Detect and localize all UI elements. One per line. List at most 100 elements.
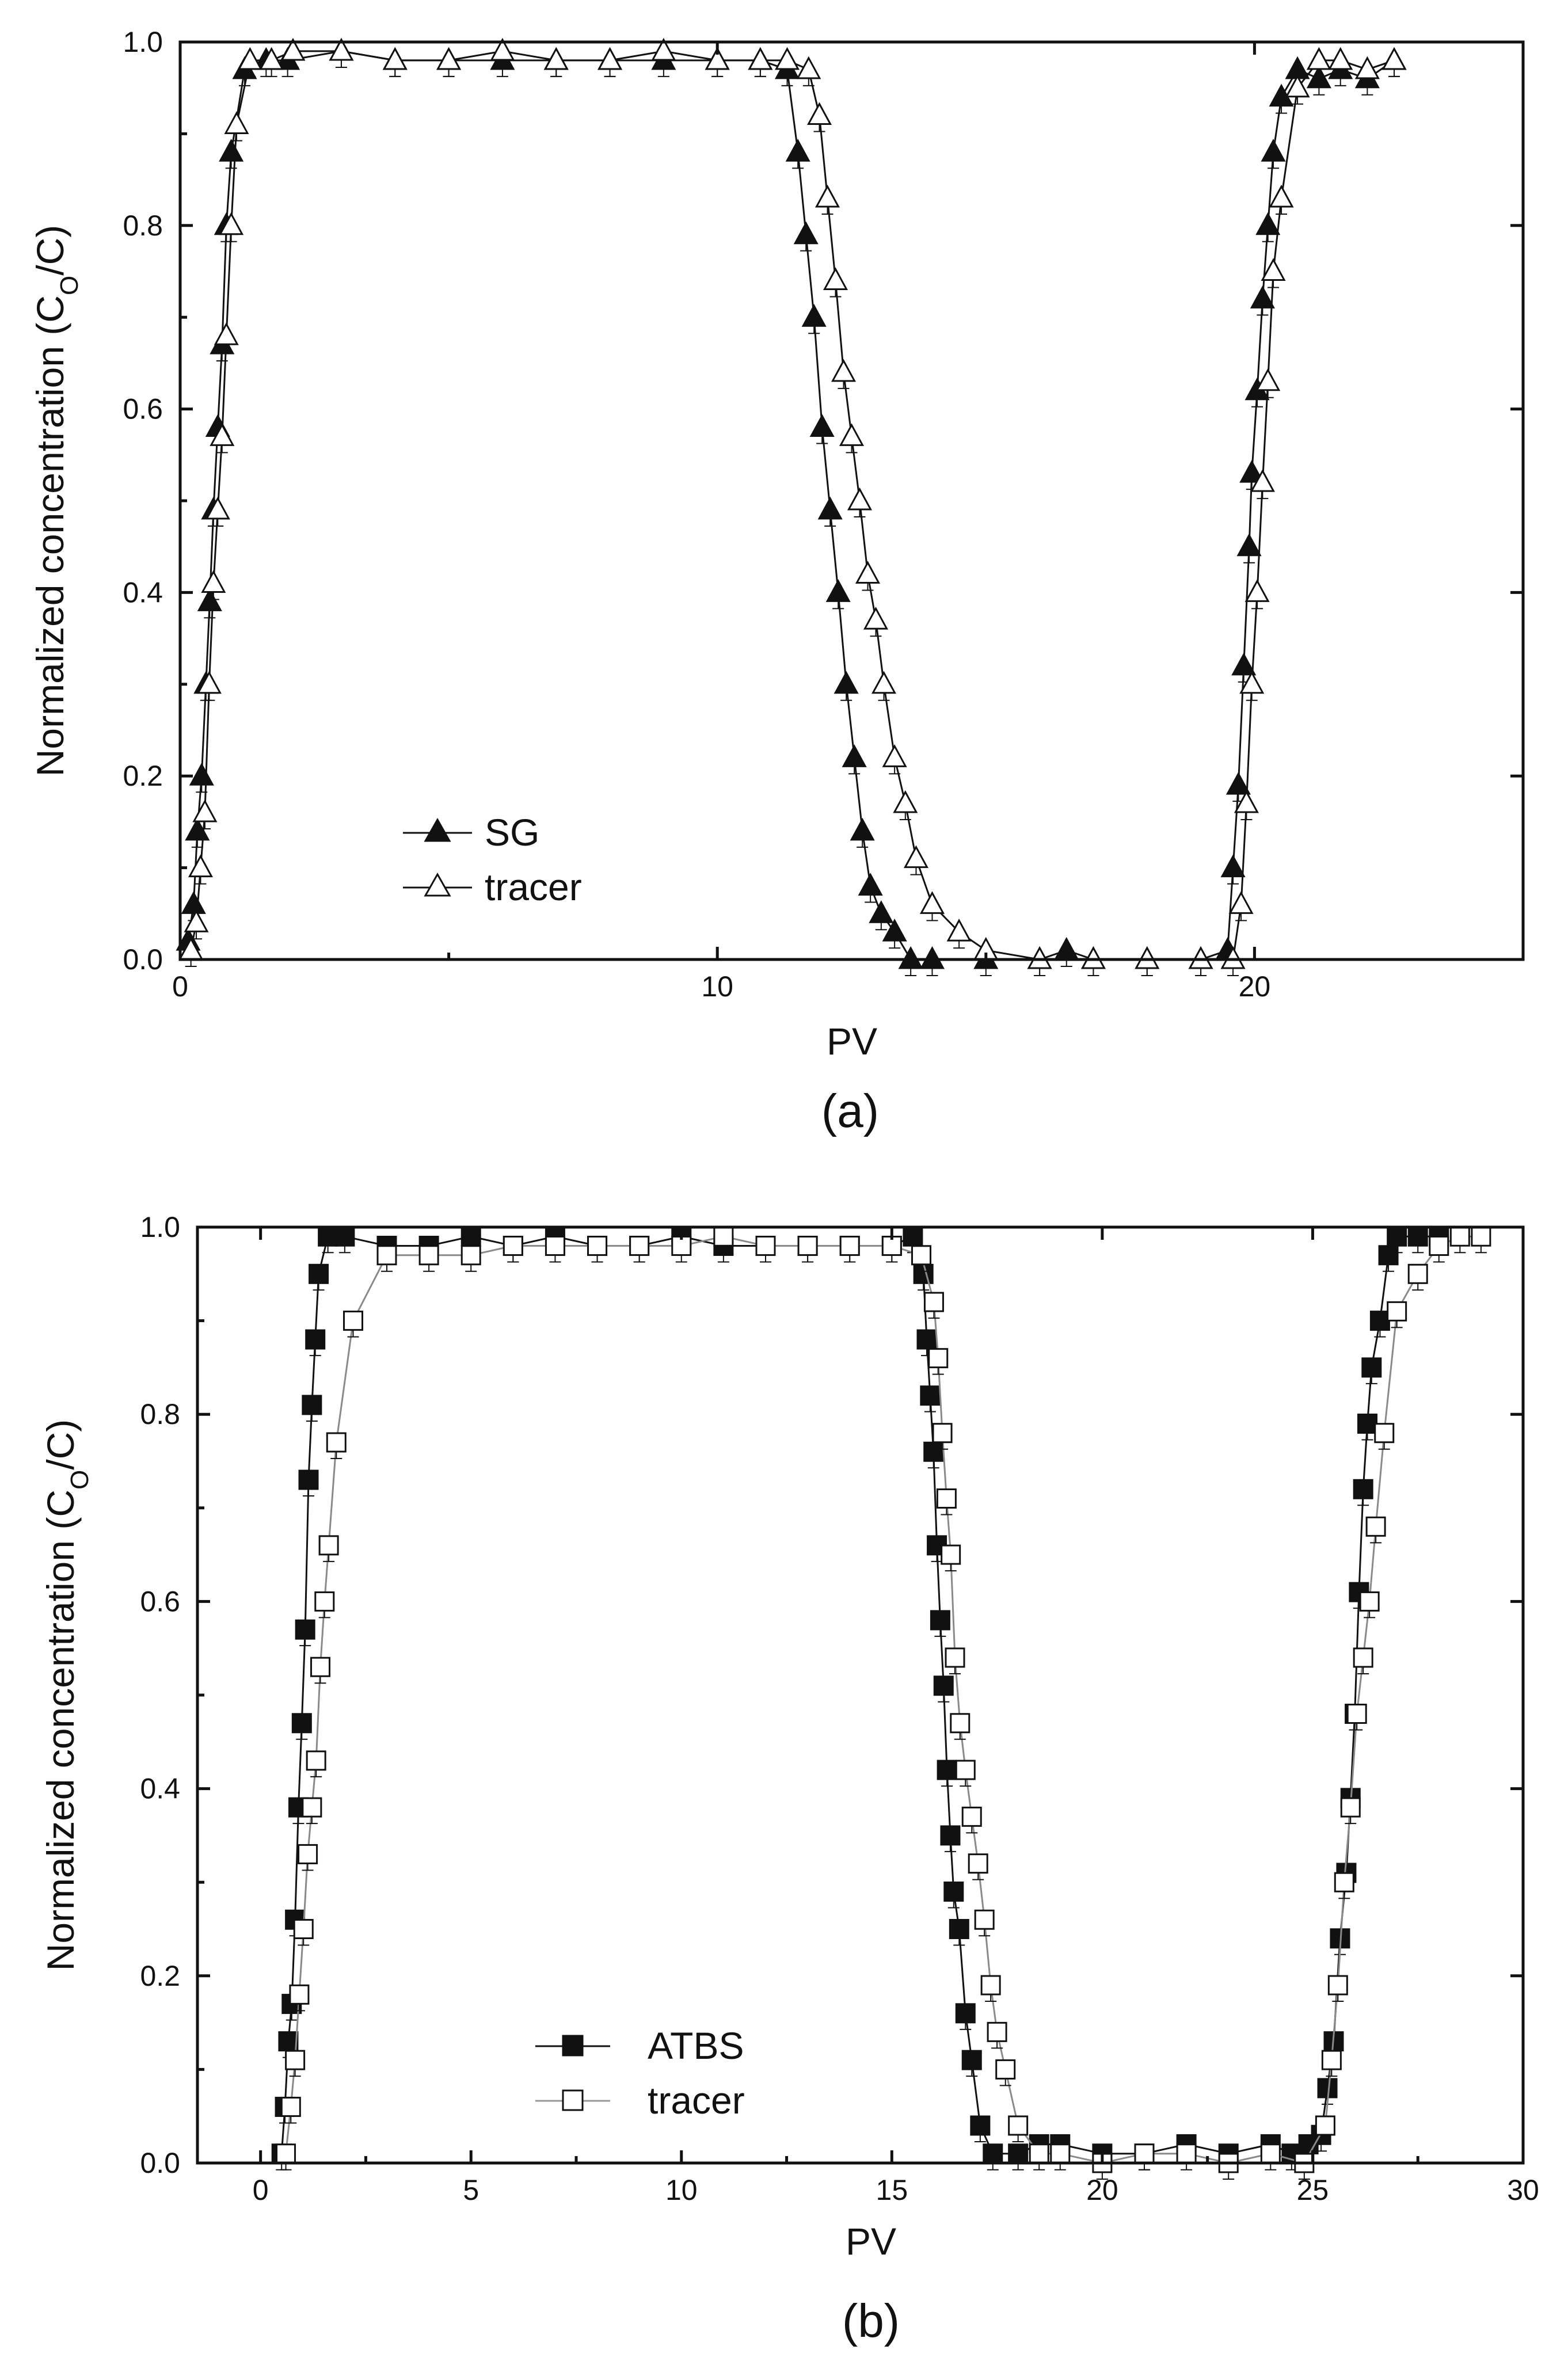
panel-b-point-tracer <box>1340 1797 1361 1818</box>
panel-a-point-tracer <box>210 423 235 446</box>
panel-b-legend: ATBS tracer <box>535 2024 745 2122</box>
panel-b-point-tracer <box>945 1647 965 1668</box>
panel-b-point-tracer <box>285 2050 306 2070</box>
panel-a-point-tracer <box>774 47 800 70</box>
panel-b-point-tracer <box>911 1245 932 1266</box>
panel-b-point-tracer <box>713 1226 734 1247</box>
panel-a-point-tracer <box>196 671 222 694</box>
panel-b-point-tracer <box>671 1236 692 1256</box>
panel-a-point-tracer <box>946 919 972 942</box>
panel-a-point-tracer <box>237 47 262 70</box>
panel-a-point-sg <box>850 817 875 841</box>
panel-a-point-sg <box>825 579 851 602</box>
panel-b-x-tick-label: 10 <box>665 2174 698 2206</box>
panel-b-point-tracer <box>1176 2143 1197 2164</box>
panel-b-point-tracer <box>1407 1263 1428 1284</box>
panel-b-point-tracer <box>1387 1301 1407 1322</box>
panel-a-y-axis-title: Normalized concentration (CO/C) <box>29 225 83 777</box>
panel-a-ticks: 0 10 20 0.0 0.2 0.4 0.6 0.8 1.0 <box>123 26 1525 1003</box>
panel-a-y-tick-label: 0.4 <box>123 576 163 608</box>
panel-b-x-tick-label: 25 <box>1297 2174 1329 2206</box>
panel-a-point-tracer <box>1261 258 1286 281</box>
panel-a-point-sg <box>181 891 206 914</box>
panel-a-point-sg <box>785 139 810 162</box>
panel-b-point-atbs <box>983 2143 1003 2164</box>
panel-b-point-atbs <box>1008 2143 1029 2164</box>
panel-a-point-sg <box>189 763 214 786</box>
panel-a-point-sg <box>834 671 859 694</box>
panel-a-point-tracer <box>847 487 873 511</box>
panel-b-point-tracer <box>302 1797 322 1818</box>
chart-panel-a: 0 10 20 0.0 0.2 0.4 0.6 0.8 1.0 PV Normalized co… <box>29 26 1525 1137</box>
panel-b-point-atbs <box>1361 1357 1382 1378</box>
panel-a-point-tracer <box>796 56 821 79</box>
panel-b-point-atbs <box>913 1263 934 1284</box>
panel-b-point-atbs <box>1357 1413 1377 1434</box>
panel-b-point-tracer <box>1260 2143 1281 2164</box>
panel-a-y-tick-label: 0.2 <box>123 760 163 792</box>
panel-b-legend-marker-atbs <box>562 2035 584 2057</box>
panel-a-point-sg <box>219 139 244 162</box>
panel-b-point-atbs <box>920 1385 941 1406</box>
panel-b-point-tracer <box>1008 2115 1029 2136</box>
panel-a-point-tracer <box>863 607 889 630</box>
panel-b-x-tick-label: 5 <box>463 2174 479 2206</box>
panel-a-point-sg <box>817 496 843 520</box>
panel-a-series-sg <box>176 37 1407 976</box>
panel-b-point-tracer <box>587 1236 608 1256</box>
panel-a-y-tick-label: 1.0 <box>123 26 163 58</box>
panel-a-plot-frame <box>178 40 1525 961</box>
panel-b-point-tracer <box>1359 1591 1380 1612</box>
panel-a-point-sg <box>1250 285 1275 309</box>
panel-a-point-tracer <box>597 47 623 70</box>
panel-a-legend-label-tracer: tracer <box>485 866 582 908</box>
panel-b-point-tracer <box>1327 1975 1348 1996</box>
panel-b-point-atbs <box>1407 1226 1428 1247</box>
panel-b-point-tracer <box>298 1844 318 1864</box>
panel-b-y-title-main: Normalized concentration (C <box>39 1490 82 1971</box>
panel-a-point-tracer <box>839 423 865 446</box>
panel-b-legend-marker-tracer <box>562 2089 584 2111</box>
panel-a-legend-label-sg: SG <box>485 811 539 854</box>
panel-b-ticks: 0 5 10 15 20 25 30 0.0 0.2 0.4 0.6 0.8 1.0 <box>140 1211 1539 2206</box>
panel-b-point-tracer <box>293 1919 314 1939</box>
panel-b-y-tick-label: 0.8 <box>140 1398 180 1430</box>
panel-a-point-sg <box>1054 936 1079 960</box>
panel-b-point-atbs <box>949 1919 969 1939</box>
panel-b-plot-frame <box>196 1225 1525 2165</box>
panel-b-point-tracer <box>974 1909 995 1930</box>
panel-b-point-tracer <box>1029 2143 1049 2164</box>
panel-b-point-tracer <box>343 1311 364 1331</box>
panel-b-series-line-atbs <box>280 1235 1439 2155</box>
panel-b-y-title-end: /C) <box>39 1419 82 1470</box>
panel-b-series-line-tracer <box>285 1235 1481 2164</box>
panel-b-point-atbs <box>309 1263 329 1284</box>
panel-a-point-tracer <box>1228 891 1254 914</box>
panel-a-point-tracer <box>815 184 840 208</box>
panel-b-point-tracer <box>980 1975 1001 1996</box>
panel-b-point-atbs <box>943 1881 964 1902</box>
panel-b-legend-label-atbs: ATBS <box>648 2024 744 2067</box>
panel-a-point-sg <box>1220 854 1246 878</box>
panel-b-point-tracer <box>1429 1236 1449 1256</box>
panel-b-point-atbs <box>1378 1245 1399 1266</box>
panel-a-point-tracer <box>1285 74 1310 98</box>
panel-b-point-tracer <box>755 1236 776 1256</box>
panel-b-point-atbs <box>305 1329 326 1350</box>
panel-a-point-tracer <box>184 909 209 932</box>
panel-a-point-tracer <box>280 37 306 61</box>
panel-a-point-tracer <box>748 47 773 70</box>
panel-b-point-tracer <box>1346 1704 1367 1724</box>
panel-a-point-sg <box>1231 652 1257 676</box>
panel-b-point-atbs <box>933 1675 954 1696</box>
panel-b-point-tracer <box>326 1432 347 1453</box>
panel-a-y-title-end: /C) <box>29 225 71 276</box>
panel-b-point-atbs <box>961 2050 982 2070</box>
panel-b-point-tracer <box>1050 2143 1071 2164</box>
panel-a-point-tracer <box>705 47 730 70</box>
panel-b-point-atbs <box>916 1329 937 1350</box>
panel-a-legend: SG tracer <box>403 811 582 908</box>
panel-b-y-axis-title: Normalized concentration (CO/C) <box>39 1419 94 1971</box>
panel-b-point-atbs <box>302 1395 322 1415</box>
